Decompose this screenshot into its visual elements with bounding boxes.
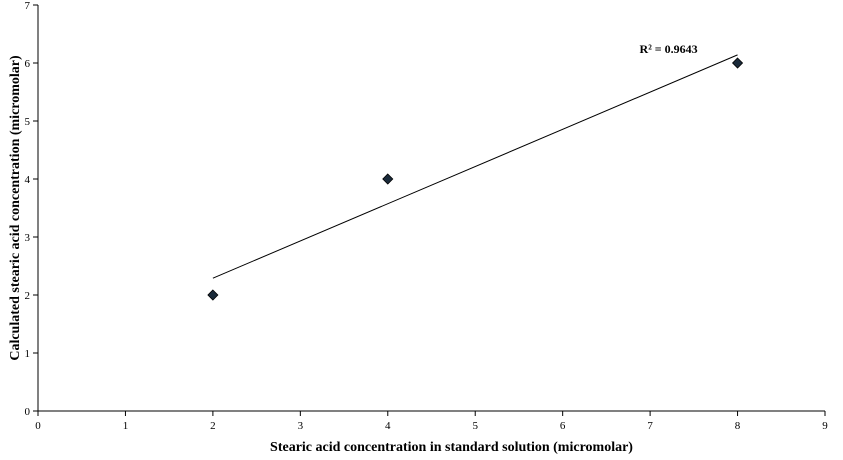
x-tick-label: 5 [472,420,478,432]
y-tick-label: 2 [25,290,31,302]
data-point-diamond [731,57,744,69]
x-tick-label: 1 [123,420,129,432]
r-squared-annotation: R² = 0.9643 [640,42,698,56]
x-tick-label: 2 [210,420,216,432]
x-tick-label: 9 [822,420,828,432]
x-axis-ticks: 0 1 2 3 4 5 6 7 8 9 [35,411,828,432]
x-tick-label: 7 [647,420,653,432]
y-tick-label: 1 [25,348,31,360]
y-tick-label: 6 [25,58,31,70]
x-tick-label: 0 [35,420,41,432]
y-tick-label: 4 [25,174,31,186]
trendline [212,54,738,279]
y-tick-label: 7 [25,0,31,12]
data-point-diamond [382,173,394,185]
x-tick-label: 3 [298,420,304,432]
y-axis-ticks: 0 1 2 3 4 5 6 7 [25,0,38,418]
y-axis-title: Calculated stearic acid concentration (m… [8,55,23,361]
x-tick-label: 4 [385,420,391,432]
data-points [207,57,744,301]
data-point-diamond [207,289,219,301]
y-tick-label: 0 [25,406,31,418]
x-axis-title: Stearic acid concentration in standard s… [270,440,633,455]
x-tick-label: 6 [560,420,566,432]
y-tick-label: 5 [25,116,31,128]
y-tick-label: 3 [25,232,31,244]
x-tick-label: 8 [735,420,741,432]
